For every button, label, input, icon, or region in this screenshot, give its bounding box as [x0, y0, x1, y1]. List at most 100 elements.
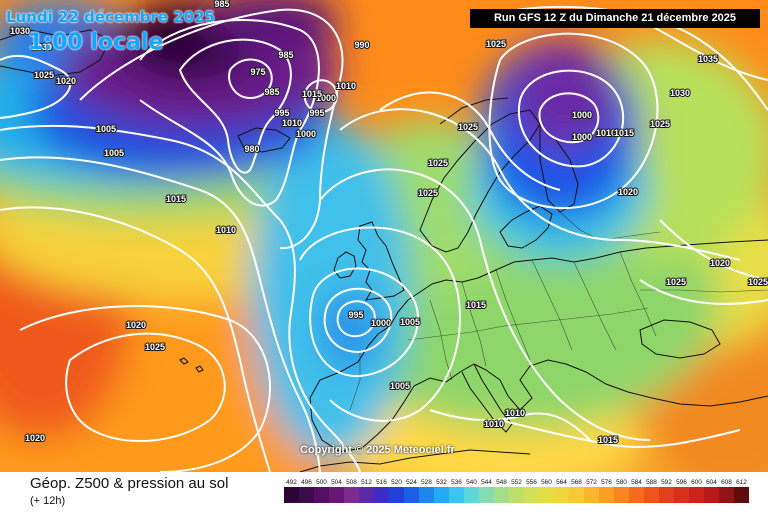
isobar-1015-europe	[319, 168, 651, 441]
isobar-label: 1015	[466, 300, 486, 310]
scale-value-576: 576	[601, 479, 612, 486]
isobar-label: 1005	[104, 148, 124, 158]
isobar-1020-east	[659, 219, 768, 281]
isobar-label: 1010	[282, 118, 302, 128]
isobar-label: 1000	[296, 129, 316, 139]
isobar-1005-iceland	[79, 8, 344, 250]
scale-value-584: 584	[631, 479, 642, 486]
isobar-label: 1025	[428, 158, 448, 168]
isobar-label: 985	[278, 50, 293, 60]
scale-value-564: 564	[556, 479, 567, 486]
scale-swatch-564	[554, 487, 569, 503]
color-scale-legend: 492 496 500 504 508 512 516 520 524 528 532 536 540 5…	[284, 479, 749, 503]
scale-value-560: 560	[541, 479, 552, 486]
isobar-label: 985	[214, 0, 229, 9]
coast-black-sea	[639, 319, 721, 359]
scale-swatch-512	[359, 487, 374, 503]
isobar-985-iceland	[178, 38, 292, 174]
coast-ireland	[333, 251, 357, 279]
isobar-labels: 9851030103010251020990985975985995101010…	[9, 0, 768, 446]
scale-swatch-600	[689, 487, 704, 503]
scale-value-596: 596	[676, 479, 687, 486]
footer-title: Géop. Z500 & pression au sol	[30, 475, 229, 492]
scale-value-568: 568	[571, 479, 582, 486]
coast-mediterranean	[413, 359, 768, 411]
scale-swatch-504	[329, 487, 344, 503]
scale-value-532: 532	[436, 479, 447, 486]
coast-iceland	[237, 127, 291, 153]
scale-value-592: 592	[661, 479, 672, 486]
isobar-label: 1015	[302, 89, 322, 99]
isobar-label: 1010	[336, 81, 356, 91]
coast-italy	[461, 363, 513, 433]
scale-value-552: 552	[511, 479, 522, 486]
isobar-label: 990	[354, 40, 369, 50]
isobar-label: 980	[244, 144, 259, 154]
scale-swatch-572	[584, 487, 599, 503]
scale-swatch-608	[719, 487, 734, 503]
isobar-label: 1020	[618, 187, 638, 197]
coast-azores	[179, 357, 204, 373]
scale-value-512: 512	[361, 479, 372, 486]
scale-swatch-500	[314, 487, 329, 503]
scale-value-572: 572	[586, 479, 597, 486]
scale-swatch-588	[644, 487, 659, 503]
isobar-1000-russia-low	[538, 92, 600, 144]
isobars	[0, 5, 768, 472]
coast-greenland	[0, 29, 111, 77]
isobar-label: 1005	[400, 317, 420, 327]
isobar-1010-uk	[299, 226, 461, 422]
scale-swatch-560	[539, 487, 554, 503]
isobar-label: 1010	[505, 408, 525, 418]
isobar-label: 1010	[484, 419, 504, 429]
scale-value-508: 508	[346, 479, 357, 486]
scale-swatch-516	[374, 487, 389, 503]
isobar-1005-uk-low	[309, 267, 419, 378]
scale-value-580: 580	[616, 479, 627, 486]
scale-value-504: 504	[331, 479, 342, 486]
isobar-995-uk-low	[336, 300, 376, 338]
isobar-1000-uk-low	[323, 287, 393, 354]
isobar-1015-trough	[0, 156, 321, 472]
scale-swatch-524	[404, 487, 419, 503]
scale-value-492: 492	[286, 479, 297, 486]
footer-subtitle: (+ 12h)	[30, 495, 66, 507]
weather-map: 9851030103010251020990985975985995101010…	[0, 0, 768, 472]
isobar-label: 1000	[371, 318, 391, 328]
border-6	[619, 251, 657, 337]
scale-swatch-596	[674, 487, 689, 503]
scale-value-612: 612	[736, 479, 747, 486]
isobar-975-core	[228, 58, 273, 100]
isobar-1020-azores	[19, 305, 271, 472]
scale-swatch-556	[524, 487, 539, 503]
coast-baltic	[499, 205, 553, 249]
scale-value-608: 608	[721, 479, 732, 486]
isobar-label: 1020	[126, 320, 146, 330]
forecast-date-title: Lundi 22 décembre 2025	[6, 8, 215, 26]
scale-swatch-536	[449, 487, 464, 503]
isobar-label: 1025	[486, 39, 506, 49]
isobar-label: 1005	[390, 381, 410, 391]
border-3	[495, 269, 531, 361]
isobar-1020-scandi	[339, 108, 741, 261]
coast-scandinavia	[419, 109, 541, 253]
isobar-label: 1000	[572, 110, 592, 120]
isobar-label: 1030	[10, 26, 30, 36]
isobar-label: 1025	[650, 119, 670, 129]
isobar-label: 1015	[614, 128, 634, 138]
border-9	[559, 211, 661, 241]
isobar-label: 995	[348, 310, 363, 320]
isobar-label: 1025	[145, 342, 165, 352]
border-4	[531, 259, 573, 351]
border-8	[349, 350, 361, 411]
isobar-label: 1020	[56, 76, 76, 86]
border-5	[573, 261, 617, 351]
scale-swatch-496	[299, 487, 314, 503]
isobar-1010-trough	[0, 124, 361, 472]
isobar-1020-west	[0, 54, 72, 119]
scale-value-544: 544	[481, 479, 492, 486]
scale-value-516: 516	[376, 479, 387, 486]
isobar-label: 1010	[216, 225, 236, 235]
isobar-label: 1030	[670, 88, 690, 98]
